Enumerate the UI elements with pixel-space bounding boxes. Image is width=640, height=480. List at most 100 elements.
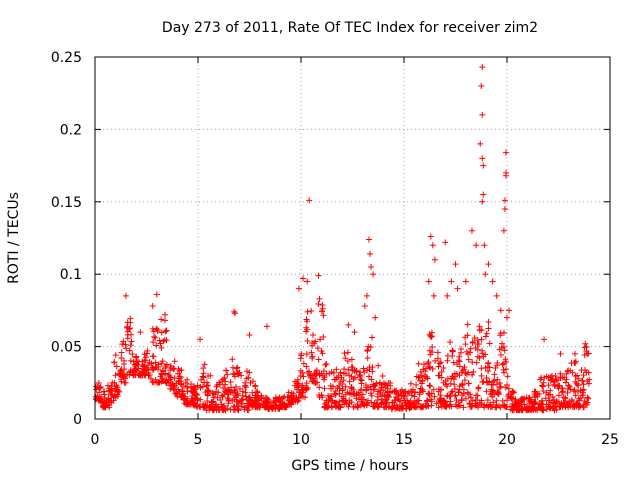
data-point bbox=[229, 356, 236, 363]
data-point bbox=[564, 389, 571, 396]
data-point bbox=[469, 397, 476, 404]
data-point bbox=[474, 346, 481, 353]
data-point bbox=[341, 350, 348, 357]
data-point bbox=[130, 371, 137, 378]
data-point bbox=[163, 379, 170, 386]
data-point bbox=[160, 338, 167, 345]
data-point bbox=[504, 314, 510, 321]
data-point bbox=[570, 388, 577, 395]
data-point bbox=[416, 389, 423, 396]
data-point bbox=[452, 373, 459, 380]
x-tick-label: 0 bbox=[91, 432, 100, 448]
data-point bbox=[205, 387, 212, 394]
data-point bbox=[572, 392, 579, 399]
data-point bbox=[538, 374, 545, 381]
data-point bbox=[255, 396, 262, 403]
data-point bbox=[440, 364, 447, 371]
data-point bbox=[478, 401, 485, 408]
data-point bbox=[278, 399, 285, 406]
data-point bbox=[233, 383, 240, 390]
data-point bbox=[473, 242, 480, 249]
data-point bbox=[543, 373, 550, 380]
data-point bbox=[323, 361, 330, 368]
data-point bbox=[337, 369, 344, 376]
data-point bbox=[501, 206, 508, 213]
data-point bbox=[364, 355, 371, 362]
y-tick-label: 0 bbox=[73, 412, 82, 428]
data-point bbox=[327, 382, 334, 389]
data-point bbox=[308, 307, 315, 314]
x-tick-label: 25 bbox=[601, 432, 619, 448]
data-point bbox=[551, 407, 558, 414]
data-point bbox=[451, 381, 458, 388]
data-point bbox=[466, 401, 473, 408]
data-point bbox=[435, 372, 442, 379]
data-point bbox=[420, 388, 427, 395]
data-point bbox=[365, 236, 372, 243]
data-point bbox=[556, 392, 562, 399]
data-point bbox=[456, 363, 463, 370]
data-point bbox=[384, 385, 391, 392]
data-point bbox=[430, 386, 437, 393]
data-point bbox=[314, 345, 321, 352]
data-point bbox=[285, 400, 292, 407]
data-point bbox=[124, 323, 131, 330]
data-point bbox=[149, 379, 156, 386]
data-point bbox=[227, 379, 234, 386]
data-point bbox=[303, 351, 310, 358]
data-point bbox=[361, 303, 368, 310]
data-point bbox=[156, 337, 163, 344]
data-point bbox=[118, 349, 125, 356]
data-point bbox=[98, 396, 105, 403]
data-point bbox=[407, 404, 414, 411]
data-point bbox=[563, 370, 570, 377]
data-point bbox=[540, 388, 547, 395]
data-point bbox=[429, 365, 436, 372]
data-point bbox=[426, 390, 433, 397]
data-point bbox=[94, 383, 101, 390]
data-point bbox=[422, 365, 429, 372]
data-point bbox=[124, 328, 131, 335]
data-point bbox=[539, 404, 546, 411]
data-point bbox=[499, 340, 506, 347]
data-point bbox=[369, 334, 376, 341]
data-point bbox=[501, 402, 508, 409]
data-point bbox=[156, 379, 163, 386]
data-point bbox=[559, 385, 566, 392]
data-point bbox=[297, 372, 304, 379]
data-point bbox=[142, 354, 149, 361]
data-point bbox=[577, 387, 584, 394]
data-point bbox=[236, 369, 243, 376]
data-point bbox=[575, 382, 582, 389]
data-point bbox=[581, 344, 588, 351]
data-point bbox=[482, 271, 489, 278]
data-point bbox=[371, 399, 378, 406]
x-tick-label: 20 bbox=[498, 432, 516, 448]
data-point bbox=[449, 353, 456, 360]
data-point bbox=[363, 402, 370, 409]
data-point bbox=[333, 366, 340, 373]
data-point bbox=[380, 387, 387, 394]
data-point bbox=[331, 390, 338, 397]
data-point bbox=[579, 377, 586, 384]
data-point bbox=[200, 374, 207, 381]
data-point bbox=[583, 348, 590, 355]
data-point bbox=[580, 372, 587, 379]
data-point bbox=[565, 367, 572, 374]
data-point bbox=[571, 350, 578, 357]
data-point bbox=[557, 403, 564, 410]
data-point bbox=[348, 356, 355, 363]
data-point bbox=[162, 328, 169, 335]
data-point bbox=[497, 383, 504, 390]
data-point bbox=[464, 389, 471, 396]
data-point bbox=[249, 378, 256, 385]
data-point bbox=[135, 365, 142, 372]
data-point bbox=[279, 395, 286, 402]
data-point bbox=[484, 397, 491, 404]
data-point bbox=[479, 347, 486, 354]
data-point bbox=[389, 388, 396, 395]
data-point bbox=[209, 389, 216, 396]
data-point bbox=[218, 401, 225, 408]
data-point bbox=[127, 342, 134, 349]
data-point bbox=[497, 307, 504, 314]
